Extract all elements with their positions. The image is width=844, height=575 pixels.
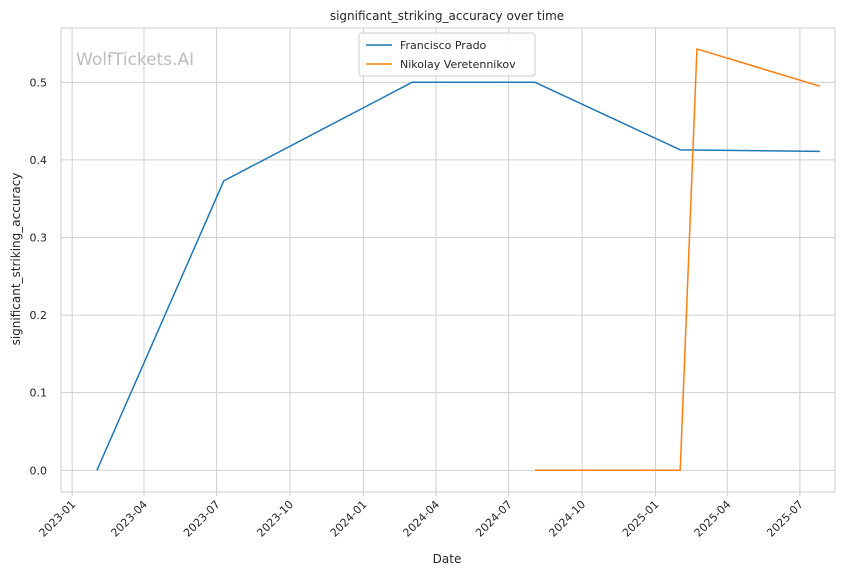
- x-axis-title: Date: [433, 552, 462, 566]
- y-tick-label: 0.5: [30, 76, 48, 89]
- legend-box: [358, 32, 536, 77]
- legend: Francisco Prado Nikolay Veretennikov: [358, 32, 536, 77]
- watermark-text: WolfTickets.AI: [76, 50, 194, 70]
- legend-label-nikolay-veretennikov: Nikolay Veretennikov: [400, 58, 516, 71]
- series-lines: [96, 48, 821, 472]
- chart-title: significant_striking_accuracy over time: [330, 9, 564, 23]
- y-axis-title: significant_striking_accuracy: [9, 173, 23, 346]
- y-tick-label: 0.4: [30, 154, 48, 167]
- plot-area-frame: [60, 27, 836, 493]
- y-tick-label: 0.2: [30, 309, 48, 322]
- legend-label-francisco-prado: Francisco Prado: [400, 39, 487, 52]
- y-tick-label: 0.1: [30, 387, 48, 400]
- series-line-nikolay-veretennikov: [534, 48, 821, 472]
- y-tick-label: 0.3: [30, 231, 48, 244]
- y-tick-label: 0.0: [30, 464, 48, 477]
- series-line-francisco-prado: [96, 81, 820, 471]
- y-tick-labels: 0.0 0.1 0.2 0.3 0.4 0.5: [30, 76, 48, 477]
